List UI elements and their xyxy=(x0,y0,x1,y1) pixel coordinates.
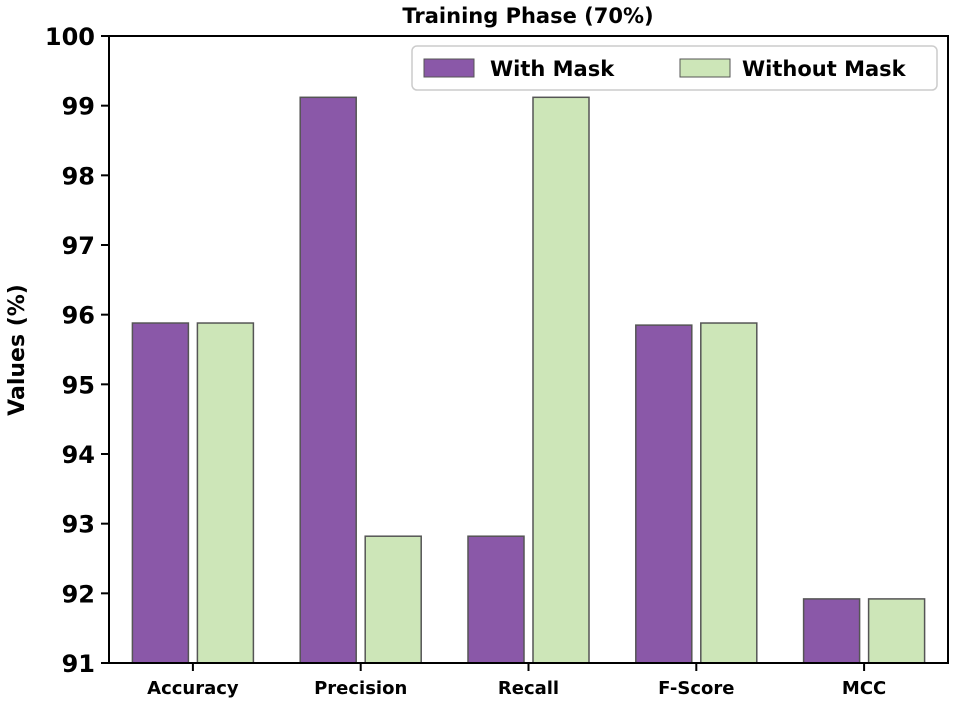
bar-with-mask-f-score xyxy=(635,324,693,664)
y-tick-label: 95 xyxy=(62,371,95,399)
bars-group xyxy=(131,96,926,664)
legend-box xyxy=(411,45,938,91)
bar-with-mask-mcc xyxy=(802,598,861,664)
legend-swatch-with-mask xyxy=(423,58,475,78)
bar-without-mask-recall xyxy=(532,96,590,664)
legend: With Mask Without Mask xyxy=(411,45,938,91)
y-tick-label: 94 xyxy=(62,441,95,469)
chart-title: Training Phase (70%) xyxy=(402,4,653,28)
legend-swatch-without-mask xyxy=(679,58,731,78)
bar-without-mask-f-score xyxy=(700,322,758,664)
x-tick-label: MCC xyxy=(842,678,886,699)
y-tick-label: 93 xyxy=(62,511,95,539)
y-ticks-group: 91 92 93 94 95 96 97 98 99 100 xyxy=(45,23,109,678)
y-tick-label: 91 xyxy=(62,650,95,678)
y-tick-label: 98 xyxy=(62,162,95,190)
y-tick-label: 96 xyxy=(62,302,95,330)
y-tick-label: 99 xyxy=(62,93,95,121)
legend-label-without-mask: Without Mask xyxy=(742,57,907,81)
x-tick-label: Recall xyxy=(498,678,559,699)
y-axis-label: Values (%) xyxy=(5,284,30,416)
bar-with-mask-recall xyxy=(467,535,525,664)
legend-label-with-mask: With Mask xyxy=(490,57,615,81)
bar-with-mask-precision xyxy=(299,96,357,664)
bar-without-mask-precision xyxy=(364,535,422,664)
bar-without-mask-mcc xyxy=(867,598,926,664)
x-ticks-group: Accuracy Precision Recall F-Score MCC xyxy=(147,663,886,699)
y-tick-label: 97 xyxy=(62,232,95,260)
bar-with-mask-accuracy xyxy=(131,322,190,664)
y-tick-label: 92 xyxy=(62,580,95,608)
x-tick-label: Accuracy xyxy=(147,678,239,699)
y-tick-label: 100 xyxy=(45,23,95,51)
x-tick-label: F-Score xyxy=(658,678,734,699)
bar-without-mask-accuracy xyxy=(196,322,255,664)
x-tick-label: Precision xyxy=(314,678,407,699)
